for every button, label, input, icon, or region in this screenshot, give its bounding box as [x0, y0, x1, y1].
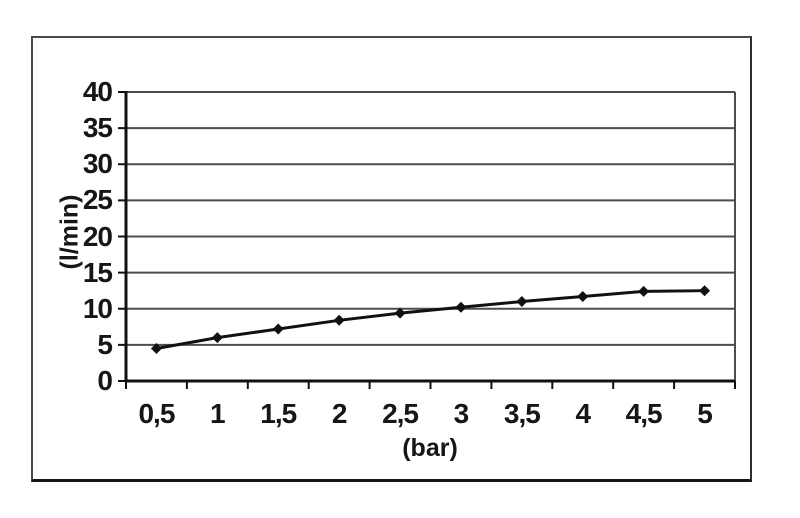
data-point-marker [577, 290, 589, 302]
x-tick-label: 5 [697, 398, 713, 429]
y-tick-label: 20 [82, 220, 113, 252]
data-point-marker [516, 296, 528, 308]
data-point-marker [333, 314, 345, 326]
data-point-marker [638, 285, 650, 297]
x-tick-label: 3 [453, 398, 470, 429]
data-point-marker [272, 323, 284, 335]
data-point-marker [150, 342, 162, 354]
y-tick-label: 10 [82, 292, 113, 324]
y-tick-label: 35 [82, 112, 113, 144]
y-tick-label: 0 [97, 365, 113, 396]
data-point-marker [455, 301, 467, 313]
x-tick-label: 1 [210, 398, 226, 429]
x-tick-label: 2,5 [382, 398, 419, 429]
data-point-marker [211, 332, 223, 344]
x-tick-label: 0,5 [138, 398, 175, 429]
x-tick-label: 3,5 [503, 398, 541, 429]
data-point-marker [699, 285, 711, 297]
series-line [156, 289, 705, 350]
chart-frame [31, 36, 752, 482]
x-axis-title: (bar) [402, 434, 458, 462]
y-tick-label: 25 [82, 184, 113, 216]
x-tick-label: 4,5 [625, 398, 663, 429]
data-point-marker [394, 307, 406, 319]
y-tick-label: 40 [82, 76, 113, 107]
y-tick-label: 15 [82, 256, 113, 288]
x-tick-label: 2 [331, 398, 348, 429]
x-tick-label: 4 [575, 398, 591, 429]
y-tick-label: 30 [82, 148, 113, 180]
x-tick-label: 1,5 [260, 398, 297, 429]
y-tick-label: 5 [97, 328, 113, 360]
